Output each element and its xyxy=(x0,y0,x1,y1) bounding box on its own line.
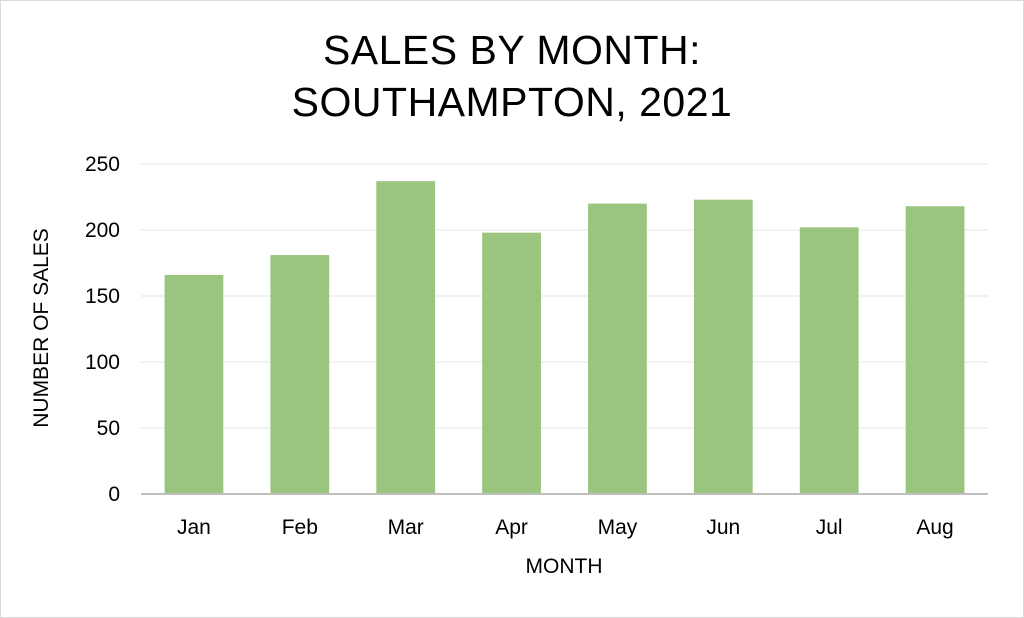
bar-apr xyxy=(482,232,541,494)
chart-title-line-2: SOUTHAMPTON, 2021 xyxy=(291,79,733,125)
y-tick-label: 200 xyxy=(85,219,120,242)
y-tick-label: 250 xyxy=(85,153,120,176)
bar-mar xyxy=(376,181,436,494)
x-tick-label: Jun xyxy=(706,516,740,539)
bars xyxy=(164,181,965,495)
bar-jul xyxy=(799,227,859,495)
bar-jun xyxy=(693,199,753,494)
x-tick-label: Mar xyxy=(388,516,424,539)
y-axis-tick-labels: 0 50 100 150 200 250 xyxy=(85,153,120,506)
gridlines xyxy=(141,163,988,429)
y-tick-label: 100 xyxy=(85,351,120,374)
x-tick-label: Jan xyxy=(177,516,211,539)
x-tick-label: Apr xyxy=(495,516,528,539)
y-tick-label: 50 xyxy=(97,417,120,440)
y-tick-label: 150 xyxy=(85,285,120,308)
bar-jan xyxy=(164,274,224,494)
x-tick-label: Jul xyxy=(816,516,843,539)
x-tick-label: Feb xyxy=(282,516,318,539)
bar-aug xyxy=(905,206,965,495)
y-axis-label: NUMBER OF SALES xyxy=(30,228,53,428)
x-axis-tick-labels: Jan Feb Mar Apr May Jun Jul Aug xyxy=(177,516,954,539)
x-tick-label: Aug xyxy=(916,516,953,539)
y-tick-label: 0 xyxy=(108,483,120,506)
bar-feb xyxy=(270,255,330,494)
bar-may xyxy=(588,203,647,494)
chart-title: SALES BY MONTH: SOUTHAMPTON, 2021 xyxy=(0,24,1024,128)
chart-title-line-1: SALES BY MONTH: xyxy=(322,27,702,73)
x-axis-label: MONTH xyxy=(526,555,603,578)
x-tick-label: May xyxy=(598,516,638,539)
